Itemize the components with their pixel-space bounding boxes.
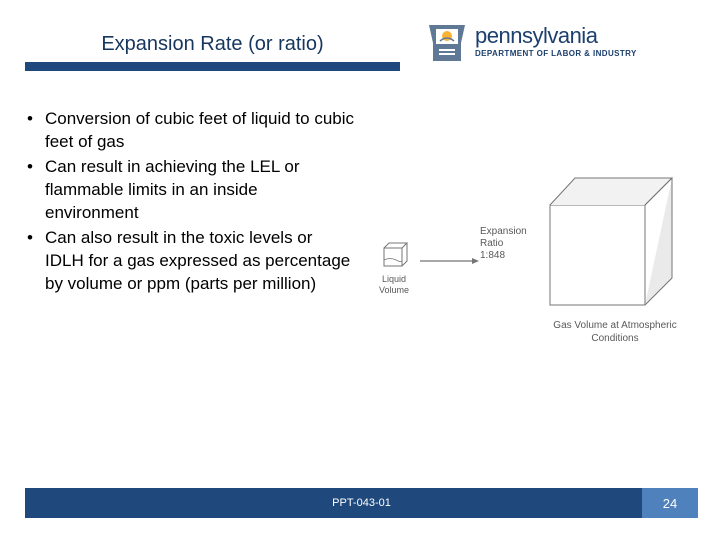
gas-label: Gas Volume at Atmospheric Conditions xyxy=(535,320,695,345)
title-bar: Expansion Rate (or ratio) xyxy=(25,24,400,64)
logo: pennsylvania DEPARTMENT OF LABOR & INDUS… xyxy=(427,18,702,66)
footer-bar: PPT-043-01 24 xyxy=(25,488,698,518)
bullet-list: Conversion of cubic feet of liquid to cu… xyxy=(25,108,355,296)
page-number-box: 24 xyxy=(642,488,698,518)
bullet-item: Conversion of cubic feet of liquid to cu… xyxy=(25,108,355,154)
ratio-value: 1:848 xyxy=(480,250,505,261)
bullet-item: Can result in achieving the LEL or flamm… xyxy=(25,156,355,225)
slide-title: Expansion Rate (or ratio) xyxy=(101,33,323,56)
logo-text: pennsylvania DEPARTMENT OF LABOR & INDUS… xyxy=(475,25,637,59)
ratio-line2: Ratio xyxy=(480,238,503,249)
liquid-label: Liquid Volume xyxy=(370,274,418,296)
header-region: Expansion Rate (or ratio) pennsylvania D… xyxy=(0,0,720,78)
logo-sub-text: DEPARTMENT OF LABOR & INDUSTRY xyxy=(475,49,637,59)
gas-cube-icon xyxy=(540,170,680,310)
expansion-diagram: Liquid Volume Expansion Ratio 1:848 Gas … xyxy=(370,170,700,370)
arrow-icon xyxy=(420,252,480,260)
keystone-icon xyxy=(427,21,467,63)
bullet-item: Can also result in the toxic levels or I… xyxy=(25,227,355,296)
ratio-label: Expansion Ratio 1:848 xyxy=(480,226,527,262)
page-number: 24 xyxy=(663,496,677,511)
logo-main-text: pennsylvania xyxy=(475,25,637,47)
title-underline xyxy=(25,62,400,71)
liquid-cube-icon xyxy=(380,240,410,270)
content-region: Conversion of cubic feet of liquid to cu… xyxy=(25,108,355,298)
ratio-line1: Expansion xyxy=(480,226,527,237)
footer-code: PPT-043-01 xyxy=(332,497,391,509)
